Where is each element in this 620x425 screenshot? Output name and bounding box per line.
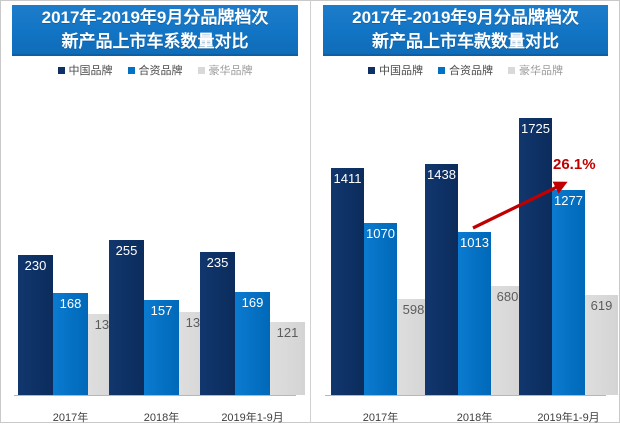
bar-value-label: 598 <box>402 302 425 317</box>
bar-luxury-2019[interactable]: 619 <box>585 295 618 395</box>
bar-luxury-2019[interactable]: 121 <box>270 322 305 395</box>
bar-value-label: 255 <box>115 243 138 258</box>
bar-value-label: 1438 <box>427 167 456 182</box>
bar-joint-2018[interactable]: 157 <box>144 300 179 395</box>
bar-value-label: 1725 <box>521 121 550 136</box>
chart-right-plot: 1411 1070 598 1438 1013 680 1725 <box>311 96 620 424</box>
bar-value-label: 1411 <box>333 171 362 186</box>
bar-china-2017[interactable]: 230 <box>18 255 53 395</box>
legend-item-luxury[interactable]: 豪华品牌 <box>197 62 253 78</box>
legend-item-joint-venture[interactable]: 合资品牌 <box>438 62 493 78</box>
chart-right-legend: 中国品牌 合资品牌 豪华品牌 <box>311 62 620 78</box>
legend-label: 中国品牌 <box>379 65 423 77</box>
legend-label: 合资品牌 <box>449 65 493 77</box>
xtick-2018: 2018年 <box>456 412 493 424</box>
xtick-2017: 2017年 <box>362 412 399 424</box>
bar-joint-2017[interactable]: 1070 <box>364 223 397 395</box>
bar-china-2019[interactable]: 235 <box>200 252 235 395</box>
chart-left-title-line1: 2017年-2019年9月分品牌档次 <box>41 7 269 27</box>
bar-china-2018[interactable]: 255 <box>109 240 144 395</box>
bar-value-label: 235 <box>206 255 229 270</box>
xtick-2017: 2017年 <box>52 412 89 424</box>
bar-china-2019[interactable]: 1725 <box>519 118 552 395</box>
chart-panel-left: 2017年-2019年9月分品牌档次 新产品上市车系数量对比 中国品牌 合资品牌… <box>0 0 310 424</box>
bar-luxury-2018[interactable]: 680 <box>491 286 524 395</box>
bar-joint-2019[interactable]: 1277 <box>552 190 585 395</box>
xtick-2018: 2018年 <box>143 412 180 424</box>
bar-value-label: 169 <box>241 295 264 310</box>
legend-swatch-icon <box>57 66 65 74</box>
bar-joint-2017[interactable]: 168 <box>53 293 88 395</box>
bar-value-label: 157 <box>150 303 173 318</box>
chart-right-title-line2: 新产品上市车款数量对比 <box>372 31 559 51</box>
bar-value-label: 121 <box>276 325 299 340</box>
xtick-2019: 2019年1-9月 <box>537 412 600 424</box>
bar-joint-2019[interactable]: 169 <box>235 292 270 395</box>
chart-left-title-line2: 新产品上市车系数量对比 <box>61 31 249 51</box>
chart-left-legend: 中国品牌 合资品牌 豪华品牌 <box>0 62 310 78</box>
bar-value-label: 168 <box>59 296 82 311</box>
chart-left-plot: 230 168 133 255 157 137 235 16 <box>0 96 310 424</box>
legend-swatch-icon <box>508 66 515 74</box>
chart-left-title-bar: 2017年-2019年9月分品牌档次 新产品上市车系数量对比 <box>12 5 298 56</box>
bar-value-label: 230 <box>24 258 47 273</box>
legend-item-china[interactable]: 中国品牌 <box>57 62 113 78</box>
bar-value-label: 680 <box>496 289 519 304</box>
legend-item-china[interactable]: 中国品牌 <box>368 62 423 78</box>
bar-value-label: 1013 <box>460 235 489 250</box>
chart-right-title-line1: 2017年-2019年9月分品牌档次 <box>352 7 579 27</box>
bar-value-label: 619 <box>590 298 613 313</box>
bar-china-2017[interactable]: 1411 <box>331 168 364 395</box>
legend-item-joint-venture[interactable]: 合资品牌 <box>127 62 183 78</box>
chart-panel-right: 2017年-2019年9月分品牌档次 新产品上市车款数量对比 中国品牌 合资品牌… <box>310 0 620 424</box>
legend-label: 合资品牌 <box>138 65 183 77</box>
legend-swatch-icon <box>127 66 135 74</box>
legend-swatch-icon <box>368 66 375 74</box>
chart-left-baseline <box>14 395 296 396</box>
legend-label: 中国品牌 <box>68 65 113 77</box>
legend-label: 豪华品牌 <box>519 65 563 77</box>
legend-swatch-icon <box>438 66 445 74</box>
bar-joint-2018[interactable]: 1013 <box>458 232 491 395</box>
legend-swatch-icon <box>197 66 205 74</box>
chart-right-title-bar: 2017年-2019年9月分品牌档次 新产品上市车款数量对比 <box>323 5 608 56</box>
bar-china-2018[interactable]: 1438 <box>425 164 458 395</box>
legend-label: 豪华品牌 <box>208 65 253 77</box>
xtick-2019: 2019年1-9月 <box>221 412 284 424</box>
bar-value-label: 1070 <box>366 226 395 241</box>
bar-value-label: 1277 <box>554 193 583 208</box>
legend-item-luxury[interactable]: 豪华品牌 <box>508 62 563 78</box>
bar-luxury-2017[interactable]: 598 <box>397 299 430 395</box>
growth-percentage-label: 26.1% <box>553 156 596 173</box>
chart-right-baseline <box>325 395 606 396</box>
